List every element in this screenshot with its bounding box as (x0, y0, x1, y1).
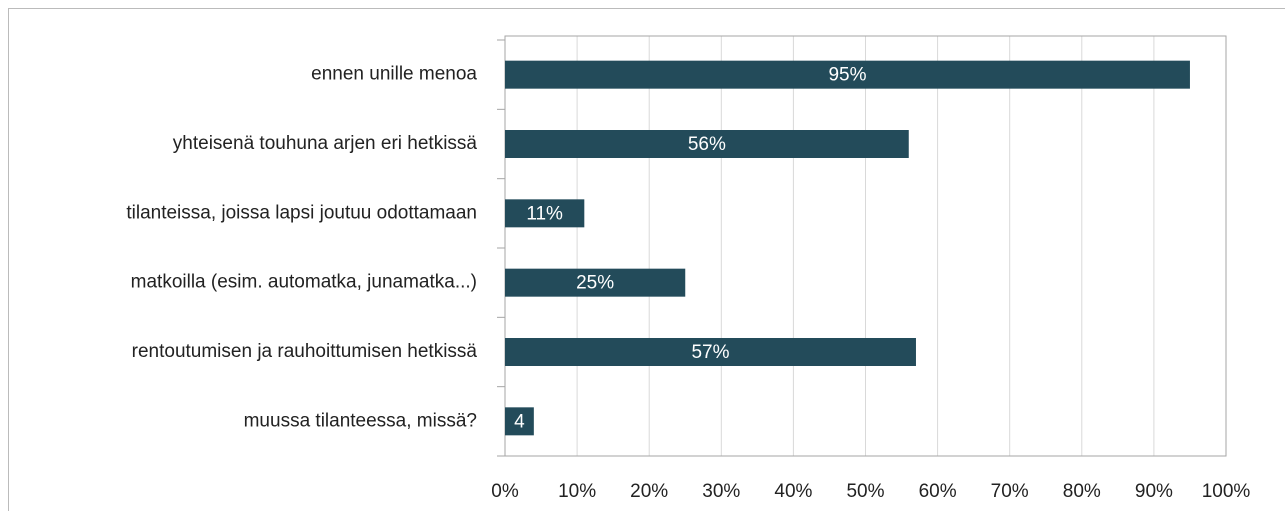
x-tick-label: 100% (1202, 481, 1251, 502)
bar-value-label: 95% (828, 65, 866, 86)
x-tick-label: 20% (630, 481, 668, 502)
y-tick-label: rentoutumisen ja rauhoittumisen hetkissä (132, 341, 478, 362)
x-tick-label: 80% (1063, 481, 1101, 502)
bar (505, 199, 585, 228)
bar-value-label: 11% (526, 203, 563, 224)
x-tick-label: 90% (1135, 481, 1173, 502)
y-tick-label: yhteisenä touhuna arjen eri hetkissä (173, 133, 478, 154)
y-tick-label: tilanteissa, joissa lapsi joutuu odottam… (126, 202, 477, 223)
bar (505, 60, 1190, 89)
x-tick-label: 30% (702, 481, 740, 502)
bar-value-label: 25% (576, 273, 614, 294)
y-tick-label: muussa tilanteessa, missä? (244, 410, 477, 431)
bar (505, 407, 534, 436)
bar (505, 268, 686, 297)
x-tick-label: 10% (558, 481, 596, 502)
x-tick-label: 60% (919, 481, 957, 502)
bar-value-label: 56% (688, 134, 726, 155)
y-tick-label: ennen unille menoa (311, 64, 477, 85)
bar (505, 130, 909, 158)
plot-frame (504, 35, 1227, 457)
x-tick-label: 50% (846, 481, 884, 502)
x-tick-label: 70% (991, 481, 1029, 502)
bar (505, 338, 916, 366)
x-tick-label: 40% (774, 481, 812, 502)
bar-value-label: 4 (514, 411, 525, 432)
y-tick-label: matkoilla (esim. automatka, junamatka...… (131, 272, 477, 293)
x-tick-label: 0% (491, 481, 519, 502)
bar-value-label: 57% (691, 342, 729, 363)
